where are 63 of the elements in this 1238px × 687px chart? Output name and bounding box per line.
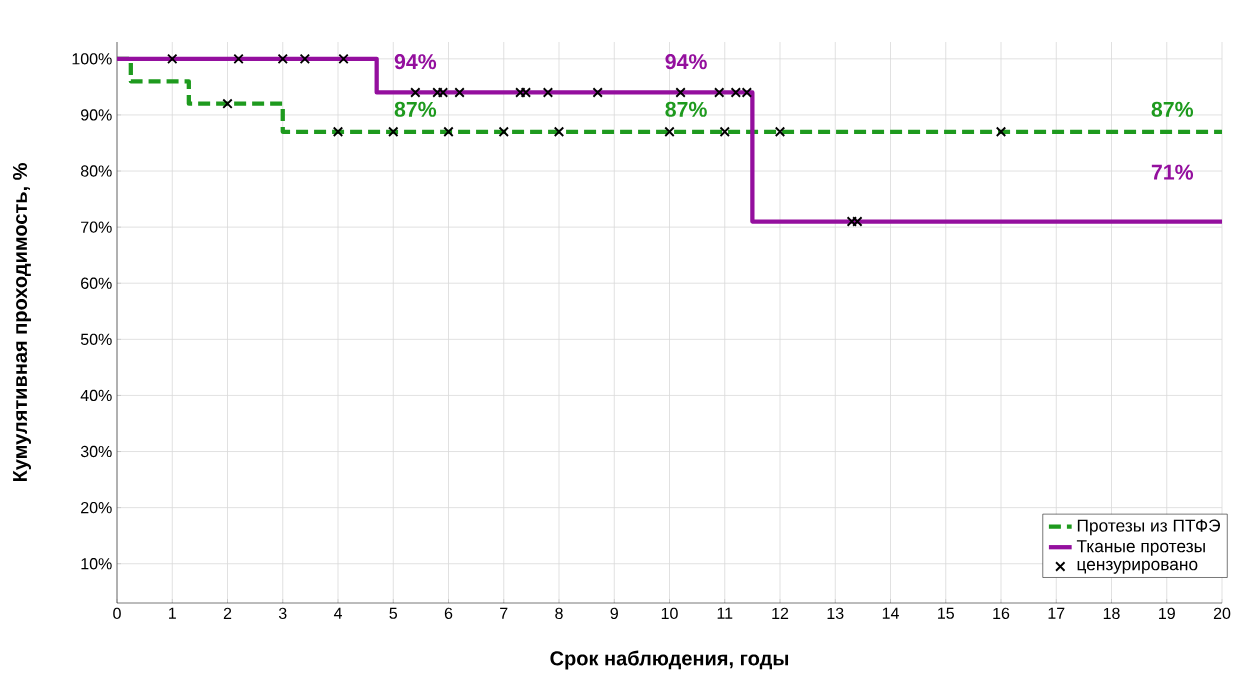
x-tick-label: 15 bbox=[938, 607, 954, 619]
x-tick-label: 5 bbox=[389, 607, 398, 619]
y-tick-label: 80% bbox=[80, 165, 112, 177]
annotation: 87% bbox=[394, 101, 437, 117]
y-tick-label: 60% bbox=[81, 277, 112, 289]
x-tick-label: 20 bbox=[1213, 607, 1231, 620]
point bbox=[498, 126, 509, 137]
legend-label: Тканые протезы bbox=[1076, 540, 1205, 556]
annotation: 94% bbox=[394, 54, 437, 70]
x-tick-label: 9 bbox=[610, 607, 618, 620]
x-tick-label: 17 bbox=[1048, 607, 1065, 619]
x-tick-label: 3 bbox=[278, 607, 287, 620]
point bbox=[719, 126, 730, 137]
y-tick-label: 50% bbox=[80, 333, 112, 345]
y-tick-label: 100% bbox=[72, 53, 112, 65]
point bbox=[542, 87, 554, 98]
y-tick-label: 30% bbox=[80, 445, 112, 458]
y-tick-label: 90% bbox=[81, 109, 112, 121]
y-tick-label: 70% bbox=[81, 221, 112, 233]
x-tick-label: 12 bbox=[772, 607, 789, 619]
annotation: 94% bbox=[665, 54, 707, 70]
y-tick-label: 10% bbox=[81, 558, 112, 570]
x-tick-label: 13 bbox=[827, 607, 844, 620]
point bbox=[338, 53, 349, 65]
point bbox=[410, 87, 421, 98]
point bbox=[454, 87, 465, 98]
x-tick-label: 1 bbox=[169, 607, 176, 619]
point bbox=[664, 126, 675, 137]
x-tick-label: 4 bbox=[333, 607, 342, 619]
point bbox=[222, 98, 233, 109]
x-tick-label: 6 bbox=[444, 607, 453, 620]
legend-label: цензурировано bbox=[1077, 560, 1198, 574]
annotation: 87% bbox=[1151, 101, 1194, 117]
point bbox=[774, 126, 786, 137]
point bbox=[233, 53, 244, 65]
x-tick-label: 7 bbox=[500, 607, 508, 619]
point bbox=[553, 126, 565, 137]
x-tick-label: 2 bbox=[223, 607, 232, 619]
point bbox=[277, 53, 288, 65]
x-tick-label: 0 bbox=[113, 607, 121, 620]
x-tick-label: 14 bbox=[882, 607, 899, 619]
y-axis-title: Кумулятивная проходимость, % bbox=[12, 163, 31, 482]
point bbox=[675, 87, 686, 98]
x-tick-label: 8 bbox=[555, 607, 563, 620]
point bbox=[299, 53, 311, 65]
point bbox=[332, 126, 344, 137]
point bbox=[592, 87, 603, 98]
point bbox=[995, 126, 1007, 137]
x-tick-label: 16 bbox=[993, 607, 1010, 620]
x-tick-label: 10 bbox=[661, 607, 678, 620]
point bbox=[714, 87, 725, 98]
point bbox=[388, 126, 399, 137]
x-tick-label: 11 bbox=[717, 607, 733, 619]
x-tick-label: 18 bbox=[1103, 607, 1120, 620]
annotation: 87% bbox=[665, 101, 707, 117]
point bbox=[443, 126, 454, 137]
legend-label: Протезы из ПТФЭ bbox=[1077, 519, 1221, 536]
point bbox=[167, 53, 178, 65]
annotation: 71% bbox=[1151, 164, 1194, 180]
x-axis-title: Срок наблюдения, годы bbox=[550, 650, 789, 670]
y-tick-label: 40% bbox=[80, 389, 112, 402]
x-tick-label: 19 bbox=[1159, 607, 1175, 620]
y-tick-label: 20% bbox=[81, 501, 112, 514]
